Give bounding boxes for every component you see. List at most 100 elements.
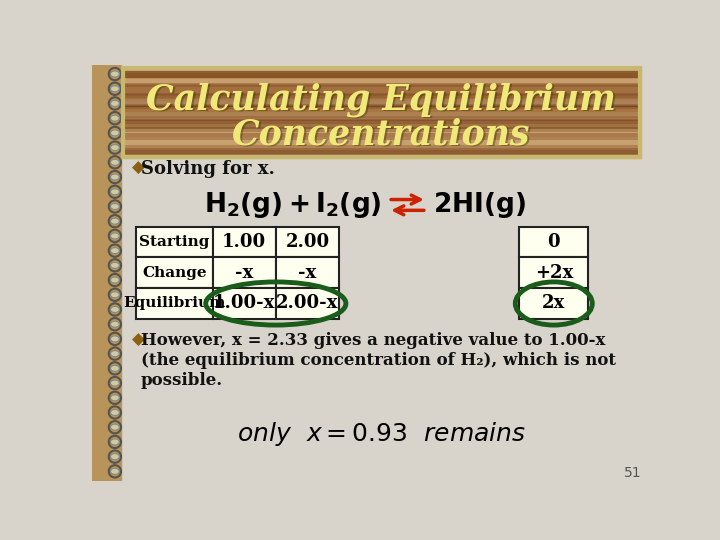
Bar bbox=[122, 84, 640, 86]
Ellipse shape bbox=[111, 204, 119, 209]
Ellipse shape bbox=[112, 381, 118, 385]
Bar bbox=[135, 257, 212, 288]
Bar bbox=[519, 226, 588, 257]
Bar bbox=[276, 288, 339, 319]
Ellipse shape bbox=[112, 146, 118, 150]
Ellipse shape bbox=[112, 440, 118, 444]
Bar bbox=[122, 68, 640, 157]
Bar bbox=[212, 257, 276, 288]
Text: -x: -x bbox=[298, 264, 317, 282]
Text: 2.00: 2.00 bbox=[285, 233, 330, 251]
Ellipse shape bbox=[112, 367, 118, 370]
Ellipse shape bbox=[111, 351, 119, 356]
Bar bbox=[135, 226, 212, 257]
Bar bbox=[276, 226, 339, 257]
Bar bbox=[122, 132, 640, 137]
Bar bbox=[122, 100, 640, 107]
Text: 1.00: 1.00 bbox=[222, 233, 266, 251]
Bar bbox=[122, 127, 640, 132]
Text: $\mathbf{2HI(g)}$: $\mathbf{2HI(g)}$ bbox=[433, 190, 526, 220]
Ellipse shape bbox=[111, 262, 119, 268]
Bar bbox=[122, 145, 640, 154]
Bar bbox=[122, 150, 640, 155]
Ellipse shape bbox=[112, 396, 118, 400]
Text: Starting: Starting bbox=[139, 235, 210, 249]
Ellipse shape bbox=[111, 189, 119, 194]
Text: (the equilibrium concentration of H₂), which is not: (the equilibrium concentration of H₂), w… bbox=[141, 352, 616, 369]
Bar bbox=[122, 118, 640, 124]
Ellipse shape bbox=[112, 337, 118, 341]
Bar bbox=[122, 108, 640, 113]
Ellipse shape bbox=[111, 219, 119, 224]
Ellipse shape bbox=[112, 470, 118, 473]
Ellipse shape bbox=[111, 101, 119, 106]
Text: $\mathbf{H_2(g) + I_2(g)}$: $\mathbf{H_2(g) + I_2(g)}$ bbox=[204, 190, 382, 220]
Bar bbox=[122, 93, 640, 96]
Ellipse shape bbox=[112, 176, 118, 179]
Text: 2.00-x: 2.00-x bbox=[276, 294, 338, 313]
Text: Calculating Equilibrium: Calculating Equilibrium bbox=[146, 82, 616, 117]
Ellipse shape bbox=[111, 160, 119, 165]
Text: -x: -x bbox=[235, 264, 253, 282]
Ellipse shape bbox=[112, 190, 118, 193]
Bar bbox=[122, 68, 640, 157]
Ellipse shape bbox=[111, 454, 119, 460]
Text: 1.00-x: 1.00-x bbox=[213, 294, 276, 313]
Ellipse shape bbox=[111, 71, 119, 77]
Ellipse shape bbox=[112, 160, 118, 164]
Ellipse shape bbox=[111, 410, 119, 415]
Ellipse shape bbox=[111, 336, 119, 342]
Ellipse shape bbox=[112, 322, 118, 326]
Bar bbox=[519, 257, 588, 288]
Ellipse shape bbox=[111, 469, 119, 474]
Text: Calculating Equilibrium: Calculating Equilibrium bbox=[148, 84, 618, 118]
Bar bbox=[122, 106, 640, 108]
Text: Concentrations: Concentrations bbox=[232, 117, 531, 151]
Bar bbox=[122, 93, 640, 98]
Ellipse shape bbox=[112, 411, 118, 414]
Ellipse shape bbox=[111, 321, 119, 327]
Ellipse shape bbox=[112, 131, 118, 134]
Ellipse shape bbox=[112, 293, 118, 296]
Ellipse shape bbox=[112, 455, 118, 458]
Bar bbox=[122, 106, 640, 110]
Bar bbox=[122, 120, 640, 129]
Text: Solving for x.: Solving for x. bbox=[141, 160, 275, 178]
Ellipse shape bbox=[111, 366, 119, 371]
Ellipse shape bbox=[111, 292, 119, 298]
Bar bbox=[92, 65, 121, 481]
Text: However, x = 2.33 gives a negative value to 1.00-x: However, x = 2.33 gives a negative value… bbox=[141, 332, 606, 349]
Ellipse shape bbox=[111, 248, 119, 253]
Ellipse shape bbox=[111, 278, 119, 283]
Bar bbox=[122, 71, 640, 78]
Ellipse shape bbox=[112, 426, 118, 429]
Bar bbox=[122, 137, 640, 140]
Bar bbox=[122, 96, 640, 99]
Text: $\mathbf{\mathit{only\ \ x = 0.93\ \ remains}}$: $\mathbf{\mathit{only\ \ x = 0.93\ \ rem… bbox=[237, 421, 526, 448]
Bar bbox=[122, 91, 640, 95]
Ellipse shape bbox=[111, 307, 119, 312]
Ellipse shape bbox=[112, 102, 118, 105]
Bar bbox=[122, 106, 640, 112]
Ellipse shape bbox=[111, 174, 119, 180]
Text: Equilibrium: Equilibrium bbox=[123, 296, 225, 310]
Ellipse shape bbox=[112, 219, 118, 223]
Ellipse shape bbox=[112, 117, 118, 120]
Text: Concentrations: Concentrations bbox=[233, 119, 532, 153]
Ellipse shape bbox=[111, 395, 119, 401]
Bar bbox=[122, 83, 640, 92]
Ellipse shape bbox=[111, 145, 119, 150]
Bar bbox=[212, 226, 276, 257]
Bar bbox=[276, 257, 339, 288]
Ellipse shape bbox=[111, 130, 119, 136]
Ellipse shape bbox=[112, 72, 118, 76]
Text: 2x: 2x bbox=[542, 294, 565, 313]
Bar bbox=[122, 84, 640, 91]
Text: ◆: ◆ bbox=[132, 332, 145, 349]
Ellipse shape bbox=[112, 249, 118, 252]
Bar bbox=[122, 113, 640, 118]
Bar bbox=[122, 105, 640, 107]
Ellipse shape bbox=[111, 424, 119, 430]
Text: +2x: +2x bbox=[535, 264, 573, 282]
Bar bbox=[519, 288, 588, 319]
